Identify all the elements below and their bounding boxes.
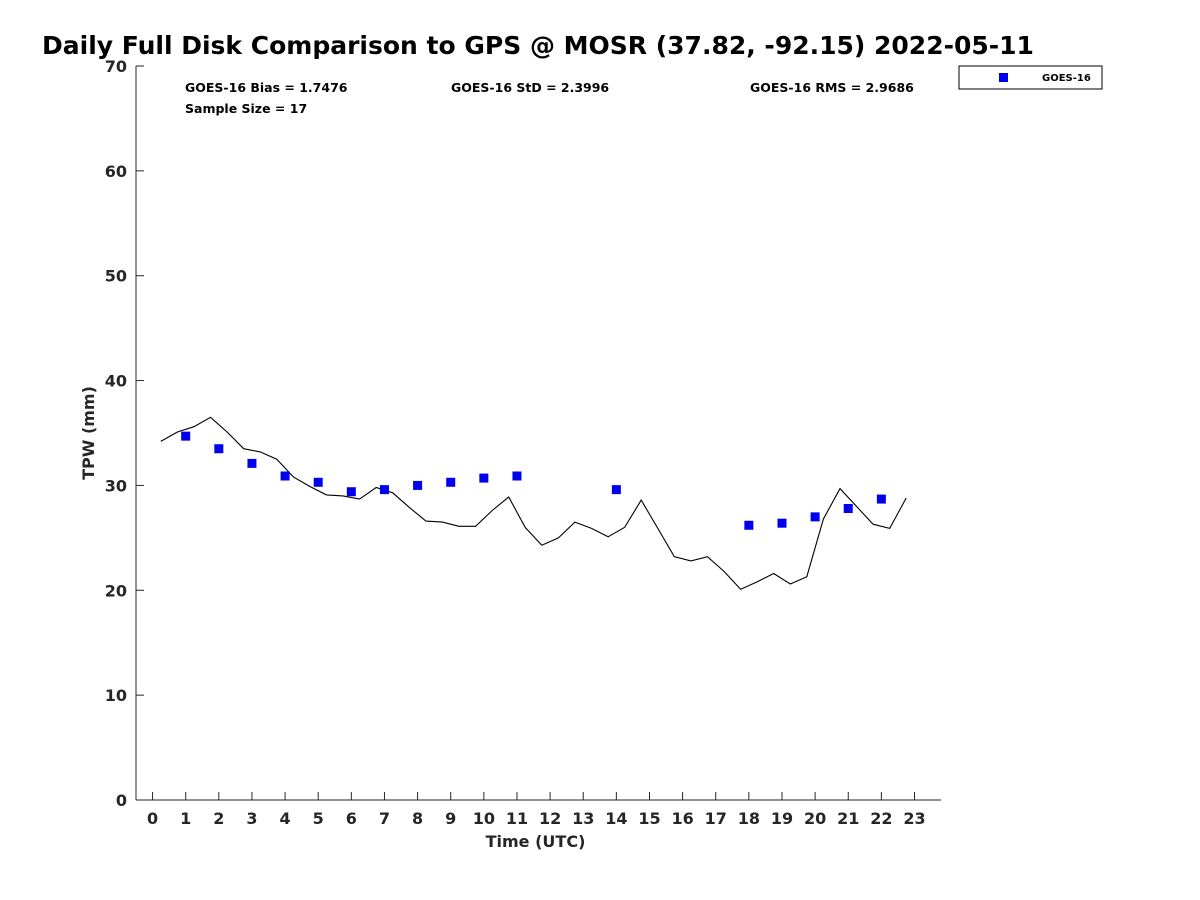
x-tick-label: 7 xyxy=(379,809,390,828)
chart-title: Daily Full Disk Comparison to GPS @ MOSR… xyxy=(42,31,1034,60)
x-tick-label: 12 xyxy=(539,809,561,828)
legend-label: GOES-16 xyxy=(1042,73,1091,84)
stat-sample-size: Sample Size = 17 xyxy=(185,101,307,116)
y-tick-label: 20 xyxy=(105,581,127,600)
x-tick-label: 15 xyxy=(638,809,660,828)
x-tick-label: 19 xyxy=(771,809,793,828)
y-tick-label: 30 xyxy=(105,476,127,495)
x-tick-label: 6 xyxy=(346,809,357,828)
y-tick-label: 40 xyxy=(105,372,127,391)
x-tick-label: 4 xyxy=(280,809,291,828)
legend-marker xyxy=(999,73,1008,82)
goes16-point xyxy=(413,480,423,490)
goes16-point xyxy=(379,485,389,495)
legend: GOES-16 xyxy=(958,65,1103,90)
goes16-point xyxy=(744,520,754,530)
x-tick-label: 11 xyxy=(506,809,528,828)
goes16-point xyxy=(214,444,224,454)
stat-bias: GOES-16 Bias = 1.7476 xyxy=(185,80,348,95)
goes16-point xyxy=(181,431,191,441)
x-tick-label: 18 xyxy=(738,809,760,828)
x-ticks: 0 1 2 3 4 5 6 7 8 9 10 11 12 13 14 15 16 17 18 19 20 21 22 23 xyxy=(147,792,926,828)
y-tick-label: 0 xyxy=(116,791,127,810)
x-tick-label: 10 xyxy=(473,809,495,828)
x-tick-label: 0 xyxy=(147,809,158,828)
goes16-point xyxy=(346,487,356,497)
goes16-point xyxy=(810,512,820,522)
y-ticks: 0 10 20 30 40 50 60 70 xyxy=(105,57,144,810)
x-tick-label: 3 xyxy=(246,809,257,828)
x-tick-label: 20 xyxy=(804,809,826,828)
x-tick-label: 23 xyxy=(903,809,925,828)
x-axis-label: Time (UTC) xyxy=(486,832,586,851)
series-layer xyxy=(160,416,907,590)
goes16-point xyxy=(313,477,323,487)
goes16-point xyxy=(479,473,489,483)
goes16-point xyxy=(777,518,787,528)
x-tick-label: 1 xyxy=(180,809,191,828)
x-tick-label: 21 xyxy=(837,809,859,828)
x-tick-label: 2 xyxy=(213,809,224,828)
x-tick-label: 8 xyxy=(412,809,423,828)
gps-line xyxy=(160,416,907,590)
goes16-point xyxy=(611,485,621,495)
axes xyxy=(135,66,941,801)
goes16-point xyxy=(280,471,290,481)
y-tick-label: 10 xyxy=(105,686,127,705)
goes16-point xyxy=(446,477,456,487)
x-tick-label: 16 xyxy=(671,809,693,828)
stat-rms: GOES-16 RMS = 2.9686 xyxy=(750,80,914,95)
stat-std: GOES-16 StD = 2.3996 xyxy=(451,80,609,95)
goes16-point xyxy=(876,494,886,504)
x-tick-label: 17 xyxy=(705,809,727,828)
x-tick-label: 5 xyxy=(313,809,324,828)
x-tick-label: 22 xyxy=(870,809,892,828)
y-tick-label: 50 xyxy=(105,267,127,286)
y-tick-label: 60 xyxy=(105,162,127,181)
goes16-point xyxy=(247,458,257,468)
x-tick-label: 14 xyxy=(605,809,627,828)
goes16-point xyxy=(512,471,522,481)
x-tick-label: 13 xyxy=(572,809,594,828)
legend-box xyxy=(958,65,1103,90)
y-axis-label: TPW (mm) xyxy=(79,386,98,480)
goes16-point xyxy=(843,503,853,513)
y-tick-label: 70 xyxy=(105,57,127,76)
x-tick-label: 9 xyxy=(445,809,456,828)
